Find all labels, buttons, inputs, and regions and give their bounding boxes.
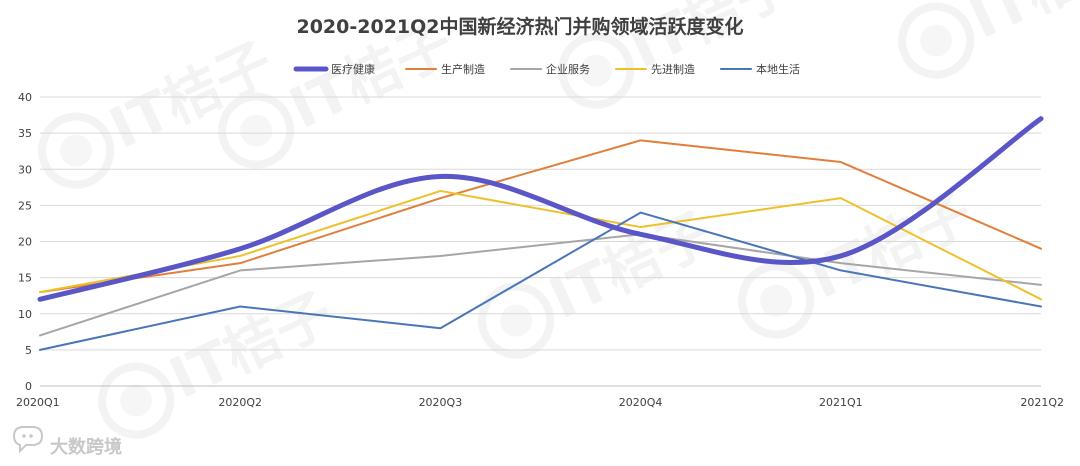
legend-item: 企业服务 <box>510 62 590 76</box>
orange-slice-icon <box>558 32 635 109</box>
watermark-text: IT桔子 <box>960 0 1080 52</box>
legend-label: 本地生活 <box>756 62 800 76</box>
legend-label: 医疗健康 <box>331 62 375 76</box>
watermark-text: IT桔子 <box>540 201 722 332</box>
y-tick-label: 20 <box>18 236 32 249</box>
legend-item: 本地生活 <box>720 62 800 76</box>
series-line <box>39 211 1042 351</box>
watermark: IT桔子 <box>898 0 1080 79</box>
brand-text: 大数跨境 <box>50 436 122 458</box>
x-axis-ticks: 2020Q1 2020Q2 2020Q3 2020Q4 2021Q1 2021Q2 <box>16 396 1064 409</box>
orange-slice-icon <box>218 92 295 169</box>
y-tick-label: 35 <box>18 127 32 140</box>
y-tick-label: 0 <box>25 380 32 393</box>
legend: 医疗健康 生产制造 企业服务 先进制造 本地生活 <box>293 62 800 76</box>
series-line <box>39 233 1042 337</box>
y-tick-label: 30 <box>18 163 32 176</box>
orange-slice-icon <box>38 112 115 189</box>
y-axis-ticks: 0 5 10 15 20 25 30 35 40 <box>18 91 32 393</box>
legend-label: 先进制造 <box>651 62 695 76</box>
orange-slice-icon <box>738 262 815 339</box>
x-tick-label: 2020Q3 <box>419 396 463 409</box>
watermark: IT桔子 <box>38 31 283 189</box>
gridlines <box>40 96 1041 387</box>
x-tick-label: 2020Q1 <box>16 396 60 409</box>
series-line <box>39 139 1042 294</box>
brand-logo: 大数跨境 <box>12 426 122 458</box>
orange-slice-icon <box>898 2 975 79</box>
orange-slice-icon <box>478 282 555 359</box>
x-tick-label: 2020Q2 <box>218 396 262 409</box>
legend-label: 企业服务 <box>546 62 590 76</box>
chat-bubble-icon <box>12 426 44 454</box>
watermark-text: IT桔子 <box>160 281 342 412</box>
series-line <box>37 116 1044 302</box>
series-line <box>39 189 1042 301</box>
chart-title: 2020-2021Q2中国新经济热门并购领域活跃度变化 <box>296 15 743 38</box>
series-layer <box>37 116 1044 351</box>
y-tick-label: 5 <box>25 344 32 357</box>
y-tick-label: 15 <box>18 272 32 285</box>
x-tick-label: 2021Q2 <box>1020 396 1064 409</box>
y-tick-label: 10 <box>18 308 32 321</box>
legend-item: 先进制造 <box>615 62 695 76</box>
x-tick-label: 2020Q4 <box>619 396 663 409</box>
legend-item: 生产制造 <box>405 62 485 76</box>
legend-item: 医疗健康 <box>293 62 375 76</box>
legend-label: 生产制造 <box>441 62 485 76</box>
watermark: IT桔子 <box>98 281 343 439</box>
y-tick-label: 25 <box>18 199 32 212</box>
x-tick-label: 2021Q1 <box>819 396 863 409</box>
y-tick-label: 40 <box>18 91 32 104</box>
